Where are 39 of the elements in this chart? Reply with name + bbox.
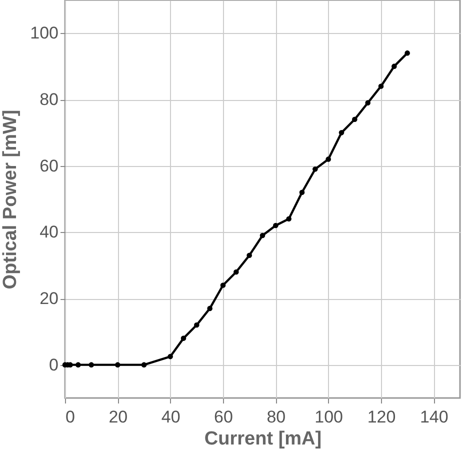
- y-tick-label: 0: [49, 355, 58, 374]
- point: [234, 269, 239, 275]
- point: [378, 84, 384, 89]
- x-tick-label: 100: [314, 408, 344, 426]
- point: [260, 232, 266, 238]
- point: [286, 216, 292, 222]
- point: [273, 222, 278, 228]
- point: [352, 116, 358, 122]
- point: [365, 100, 370, 106]
- x-tick-label: 140: [420, 408, 448, 426]
- point: [88, 362, 94, 368]
- point: [207, 306, 212, 312]
- y-tick-label: 100: [30, 24, 58, 43]
- point: [246, 252, 252, 258]
- y-tick-label: 20: [40, 289, 58, 308]
- x-tick-label: 60: [214, 408, 233, 426]
- x-tick-label: 0: [66, 408, 75, 426]
- y-tick-label: 80: [40, 90, 58, 109]
- point: [299, 190, 305, 196]
- point: [194, 322, 200, 328]
- point: [115, 362, 120, 368]
- point: [180, 336, 186, 341]
- point: [312, 166, 318, 172]
- point: [392, 64, 397, 69]
- y-tick-label: 60: [40, 156, 58, 176]
- point: [220, 282, 226, 288]
- point: [141, 362, 147, 368]
- y-axis-title: Optical Power [mW]: [0, 110, 22, 290]
- x-axis-title: Current [mA]: [204, 428, 322, 450]
- y-tick-label: 40: [40, 222, 58, 242]
- x-tick-label: 80: [266, 408, 286, 426]
- point: [326, 156, 331, 162]
- point: [168, 354, 173, 360]
- x-tick-label: 120: [367, 408, 396, 426]
- x-tick-label: 20: [108, 408, 128, 426]
- point: [338, 130, 344, 136]
- point: [76, 362, 81, 368]
- x-tick-label: 40: [161, 408, 180, 426]
- point: [404, 50, 410, 56]
